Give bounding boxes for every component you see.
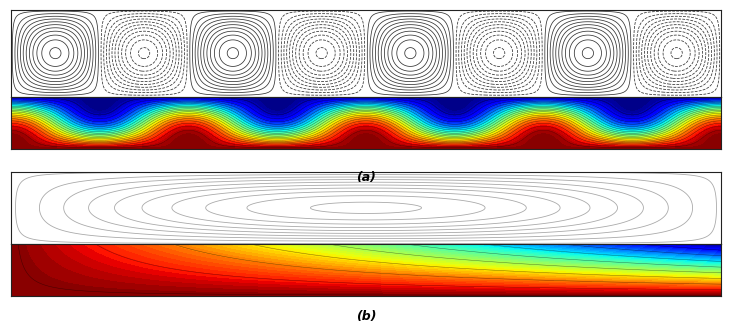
Text: (a): (a) — [356, 171, 376, 184]
Text: (b): (b) — [356, 310, 376, 323]
